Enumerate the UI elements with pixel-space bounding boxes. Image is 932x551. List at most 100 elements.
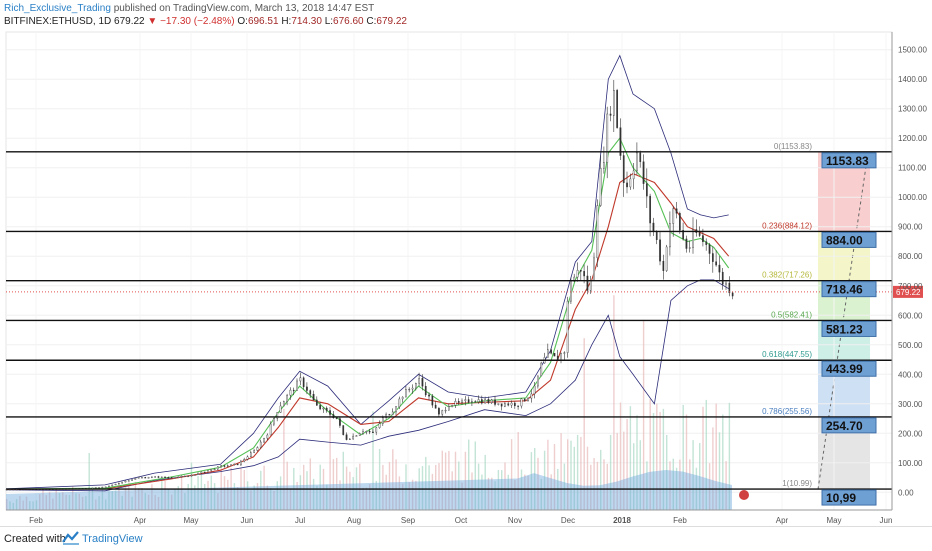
candle-body [523, 398, 526, 402]
volume-bar [289, 488, 292, 510]
candle-body [494, 399, 496, 405]
fib-price-box-label: 718.46 [826, 283, 863, 297]
volume-bar [395, 459, 397, 510]
candle-body [619, 127, 622, 156]
volume-bar [662, 408, 665, 510]
candle-body [659, 239, 661, 262]
y-tick-label: 1400.00 [898, 75, 927, 84]
volume-bar [600, 449, 602, 510]
candle-body [606, 113, 609, 163]
volume-bar [108, 491, 110, 510]
close-value: 679.22 [376, 16, 407, 27]
candle-body [249, 452, 252, 458]
candle-body [471, 401, 473, 403]
plot-frame [5, 31, 893, 511]
volume-bar [349, 471, 351, 510]
volume-bar [365, 487, 368, 510]
tradingview-brand-link[interactable]: TradingView [82, 533, 143, 545]
volume-bar [481, 474, 483, 510]
x-tick-label: May [826, 516, 841, 525]
volume-bar [385, 474, 387, 510]
candle-body [365, 431, 368, 433]
volume-bar [484, 454, 486, 510]
candle-body [352, 435, 354, 440]
candle-body [127, 480, 130, 482]
volume-bar [124, 486, 127, 510]
volume-bar [699, 443, 701, 510]
volume-bar [312, 478, 315, 510]
volume-bar [352, 477, 354, 510]
candle-body [550, 349, 552, 354]
candle-body [669, 223, 671, 248]
volume-bar [266, 485, 269, 510]
volume-bar [718, 432, 721, 510]
fib-level-label: 0.786(255.56) [762, 407, 812, 416]
candle-body [322, 407, 325, 410]
candle-body [652, 222, 655, 232]
volume-bar [471, 472, 473, 510]
volume-bar [454, 451, 457, 510]
fib-level-label: 0.382(717.26) [762, 271, 812, 280]
candle-body [339, 418, 341, 426]
candle-body [725, 282, 727, 285]
candle-body [398, 398, 401, 408]
volume-bar [45, 495, 47, 510]
candle-body [583, 271, 585, 277]
candle-body [682, 230, 684, 240]
volume-bar [388, 462, 391, 510]
volume-bar [609, 434, 612, 510]
fib-price-box [821, 231, 877, 248]
volume-bar [494, 481, 496, 510]
candle-body [474, 401, 477, 403]
volume-bar [369, 484, 371, 510]
candle-body [698, 232, 701, 236]
volume-bar [629, 406, 632, 510]
volume-bar [114, 490, 117, 510]
price-chart[interactable]: 679.22 0(1153.83) 1153.83 0.236(884.12) 884.… [0, 0, 932, 526]
candle-body [187, 475, 189, 478]
volume-bar [431, 473, 434, 510]
volume-bar [75, 493, 77, 510]
volume-bar [164, 481, 166, 510]
volume-bar [85, 496, 87, 510]
candle-body [382, 417, 384, 424]
volume-bar [689, 459, 691, 510]
candle-body [705, 241, 708, 245]
volume-bar [167, 488, 170, 510]
volume-bar [682, 404, 684, 510]
candle-body [164, 476, 166, 478]
x-tick-label: Sep [401, 516, 416, 525]
volume-bar [250, 490, 252, 510]
volume-bar [213, 483, 216, 510]
volume-bar [639, 440, 641, 510]
publish-header: Rich_Exclusive_Trading published on Trad… [4, 2, 374, 15]
candle-body [613, 90, 615, 116]
candle-body [316, 399, 318, 406]
volume-bar [540, 479, 542, 510]
candle-body [368, 431, 371, 433]
candle-body [636, 152, 638, 172]
candle-body [702, 235, 704, 242]
candle-body [520, 398, 523, 407]
candle-body [345, 434, 348, 440]
author-link[interactable]: Rich_Exclusive_Trading [4, 3, 111, 14]
volume-bar [411, 479, 414, 510]
volume-bar [141, 487, 143, 510]
volume-bar [435, 464, 437, 510]
candle-body [712, 253, 714, 262]
volume-bar [603, 459, 605, 510]
candle-body [170, 477, 173, 479]
x-tick-label: Feb [29, 516, 43, 525]
volume-bar [121, 495, 123, 510]
x-tick-label: Apr [134, 516, 147, 525]
y-tick-label: 1300.00 [898, 105, 927, 114]
volume-bar [32, 501, 34, 510]
volume-bar [593, 458, 595, 510]
candle-body [108, 485, 110, 488]
volume-bar [543, 450, 546, 510]
volume-bar [306, 471, 308, 510]
volume-ma-area [6, 470, 732, 510]
candle-body [556, 355, 559, 361]
volume-bar [6, 499, 8, 510]
candle-body [688, 247, 691, 249]
